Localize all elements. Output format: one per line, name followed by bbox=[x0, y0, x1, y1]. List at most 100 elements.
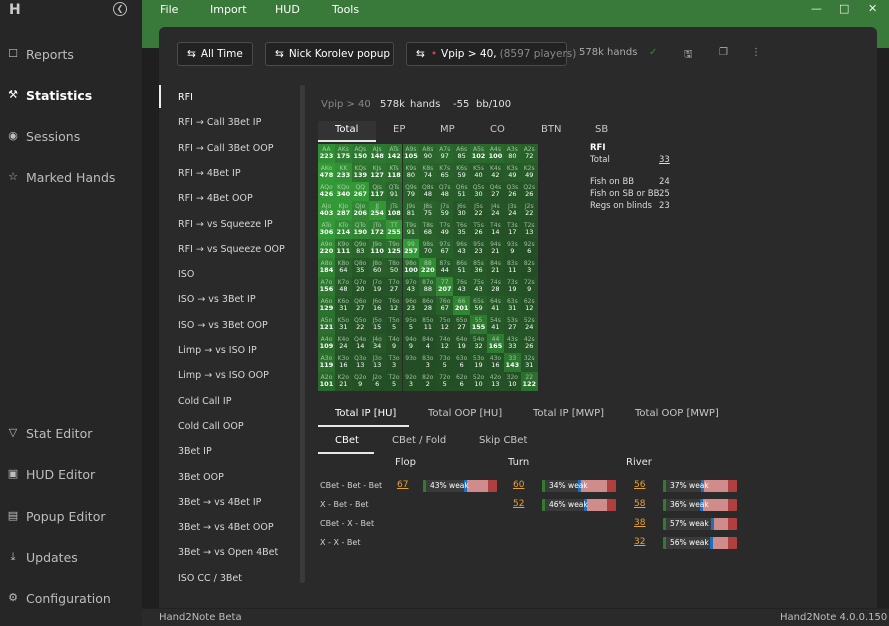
range-cell[interactable]: T8s 68 bbox=[419, 220, 437, 239]
range-cell[interactable]: AQo 426 bbox=[318, 182, 335, 201]
range-cell[interactable]: T7s 49 bbox=[436, 220, 454, 239]
river-value[interactable]: 58 bbox=[634, 499, 646, 509]
turn-value[interactable]: 60 bbox=[513, 480, 525, 490]
sidebar-item-hud-editor[interactable]: ▣ HUD Editor bbox=[6, 463, 95, 485]
range-cell[interactable]: 54o 32 bbox=[470, 334, 487, 353]
range-cell[interactable]: 95s 23 bbox=[470, 239, 487, 258]
range-cell[interactable]: T3s 17 bbox=[503, 220, 521, 239]
range-cell[interactable]: 75s 43 bbox=[470, 277, 487, 296]
range-cell[interactable]: 32o 10 bbox=[503, 372, 521, 391]
tab-total-oop-hu[interactable]: Total OOP [HU] bbox=[428, 408, 503, 419]
range-cell[interactable]: 82o 2 bbox=[419, 372, 437, 391]
range-cell[interactable]: KTs 118 bbox=[385, 163, 403, 182]
range-cell[interactable]: J2o 6 bbox=[368, 372, 386, 391]
position-tab-ep[interactable]: EP bbox=[393, 124, 406, 135]
stat-item[interactable]: Limp → vs ISO OOP bbox=[178, 370, 269, 382]
stat-item[interactable]: RFI → Call 3Bet OOP bbox=[178, 142, 274, 154]
range-cell[interactable]: 86s 51 bbox=[453, 258, 471, 277]
range-cell[interactable]: A8o 184 bbox=[318, 258, 335, 277]
range-cell[interactable]: J2s 22 bbox=[520, 201, 538, 220]
range-cell[interactable]: K6o 31 bbox=[334, 296, 352, 315]
range-cell[interactable]: 97s 67 bbox=[436, 239, 454, 258]
range-cell[interactable]: 99 257 bbox=[402, 239, 420, 258]
range-cell[interactable]: A6o 129 bbox=[318, 296, 335, 315]
range-cell[interactable]: JTo 172 bbox=[368, 220, 386, 239]
stat-item[interactable]: 3Bet OOP bbox=[178, 471, 224, 483]
tab-cbet-fold[interactable]: CBet / Fold bbox=[392, 435, 447, 446]
range-cell[interactable]: 93s 9 bbox=[503, 239, 521, 258]
stat-item[interactable]: Cold Call IP bbox=[178, 395, 232, 407]
range-cell[interactable]: K9o 111 bbox=[334, 239, 352, 258]
range-cell[interactable]: 92s 6 bbox=[520, 239, 538, 258]
folder-icon[interactable]: ❐ bbox=[719, 47, 728, 58]
range-cell[interactable]: A7o 156 bbox=[318, 277, 335, 296]
range-cell[interactable]: T6o 12 bbox=[385, 296, 403, 315]
range-cell[interactable]: Q6o 27 bbox=[351, 296, 369, 315]
range-cell[interactable]: K5o 31 bbox=[334, 315, 352, 334]
more-icon[interactable]: ⋮ bbox=[751, 47, 761, 58]
range-cell[interactable]: 53s 27 bbox=[503, 315, 521, 334]
range-cell[interactable]: KQs 139 bbox=[351, 163, 369, 182]
save-icon[interactable]: 🖫 bbox=[684, 49, 693, 60]
player-filter-button[interactable]: ⇆ • Vpip > 40, (8597 players) bbox=[406, 42, 576, 66]
range-cell[interactable]: 97o 43 bbox=[402, 277, 420, 296]
range-cell[interactable]: 96o 23 bbox=[402, 296, 420, 315]
range-cell[interactable]: QQ 267 bbox=[351, 182, 369, 201]
range-cell[interactable]: J9o 110 bbox=[368, 239, 386, 258]
range-cell[interactable]: 92o 3 bbox=[402, 372, 420, 391]
range-cell[interactable]: T7o 27 bbox=[385, 277, 403, 296]
position-tab-mp[interactable]: MP bbox=[440, 124, 455, 135]
menu-import[interactable]: Import bbox=[210, 3, 247, 16]
range-cell[interactable]: 98o 100 bbox=[402, 258, 420, 277]
range-cell[interactable]: 73s 19 bbox=[503, 277, 521, 296]
stat-item[interactable]: RFI → 4Bet IP bbox=[178, 167, 241, 179]
range-cell[interactable]: 83o 3 bbox=[419, 353, 437, 372]
range-cell[interactable]: Q8s 48 bbox=[419, 182, 437, 201]
stat-item[interactable]: RFI → vs Squeeze OOP bbox=[178, 243, 285, 255]
sidebar-item-updates[interactable]: ⤓ Updates bbox=[6, 546, 78, 568]
tab-total-oop-mwp[interactable]: Total OOP [MWP] bbox=[635, 408, 719, 419]
range-cell[interactable]: 87s 44 bbox=[436, 258, 454, 277]
stat-list-scrollbar[interactable] bbox=[300, 85, 305, 583]
range-cell[interactable]: KJo 287 bbox=[334, 201, 352, 220]
rfi-total-value[interactable]: 33 bbox=[659, 155, 670, 165]
range-cell[interactable]: K8s 74 bbox=[419, 163, 437, 182]
range-cell[interactable]: 93o bbox=[402, 353, 420, 372]
stat-item[interactable]: Limp → vs ISO IP bbox=[178, 345, 257, 356]
range-cell[interactable]: 72s 9 bbox=[520, 277, 538, 296]
range-cell[interactable]: 95o 5 bbox=[402, 315, 420, 334]
range-cell[interactable]: T8o 50 bbox=[385, 258, 403, 277]
stat-item[interactable]: Cold Call OOP bbox=[178, 420, 244, 432]
range-cell[interactable]: T2s 13 bbox=[520, 220, 538, 239]
range-cell[interactable]: J4o 34 bbox=[368, 334, 386, 353]
stat-item[interactable]: 3Bet IP bbox=[178, 446, 212, 458]
range-cell[interactable]: Q9s 79 bbox=[402, 182, 420, 201]
minimize-icon[interactable]: — bbox=[811, 2, 822, 15]
collapse-sidebar-icon[interactable]: ❮ bbox=[113, 2, 127, 16]
range-cell[interactable]: 64o 19 bbox=[453, 334, 471, 353]
range-cell[interactable]: K7o 48 bbox=[334, 277, 352, 296]
range-cell[interactable]: QJo 206 bbox=[351, 201, 369, 220]
range-cell[interactable]: 65s 59 bbox=[470, 296, 487, 315]
range-cell[interactable]: QJs 117 bbox=[368, 182, 386, 201]
range-cell[interactable]: 98s 70 bbox=[419, 239, 437, 258]
range-cell[interactable]: K7s 65 bbox=[436, 163, 454, 182]
range-cell[interactable]: Q2o 9 bbox=[351, 372, 369, 391]
range-cell[interactable]: J8s 75 bbox=[419, 201, 437, 220]
range-cell[interactable]: T9s 91 bbox=[402, 220, 420, 239]
stat-item[interactable]: RFI → 4Bet OOP bbox=[178, 193, 253, 205]
range-cell[interactable]: AA 223 bbox=[318, 144, 335, 163]
range-cell[interactable]: KK 233 bbox=[334, 163, 352, 182]
range-cell[interactable]: 83s 11 bbox=[503, 258, 521, 277]
range-cell[interactable]: 85o 11 bbox=[419, 315, 437, 334]
range-cell[interactable]: 82s 3 bbox=[520, 258, 538, 277]
position-tab-sb[interactable]: SB bbox=[595, 124, 609, 135]
range-cell[interactable]: 94s 21 bbox=[487, 239, 504, 258]
range-cell[interactable]: J4s 24 bbox=[487, 201, 504, 220]
range-cell[interactable]: A4s 100 bbox=[487, 144, 504, 163]
range-cell[interactable]: AKs 175 bbox=[334, 144, 352, 163]
sidebar-item-marked-hands[interactable]: ☆ Marked Hands bbox=[6, 166, 115, 188]
range-cell[interactable]: T4o 9 bbox=[385, 334, 403, 353]
range-cell[interactable]: J7s 59 bbox=[436, 201, 454, 220]
range-cell[interactable]: JTs 108 bbox=[385, 201, 403, 220]
